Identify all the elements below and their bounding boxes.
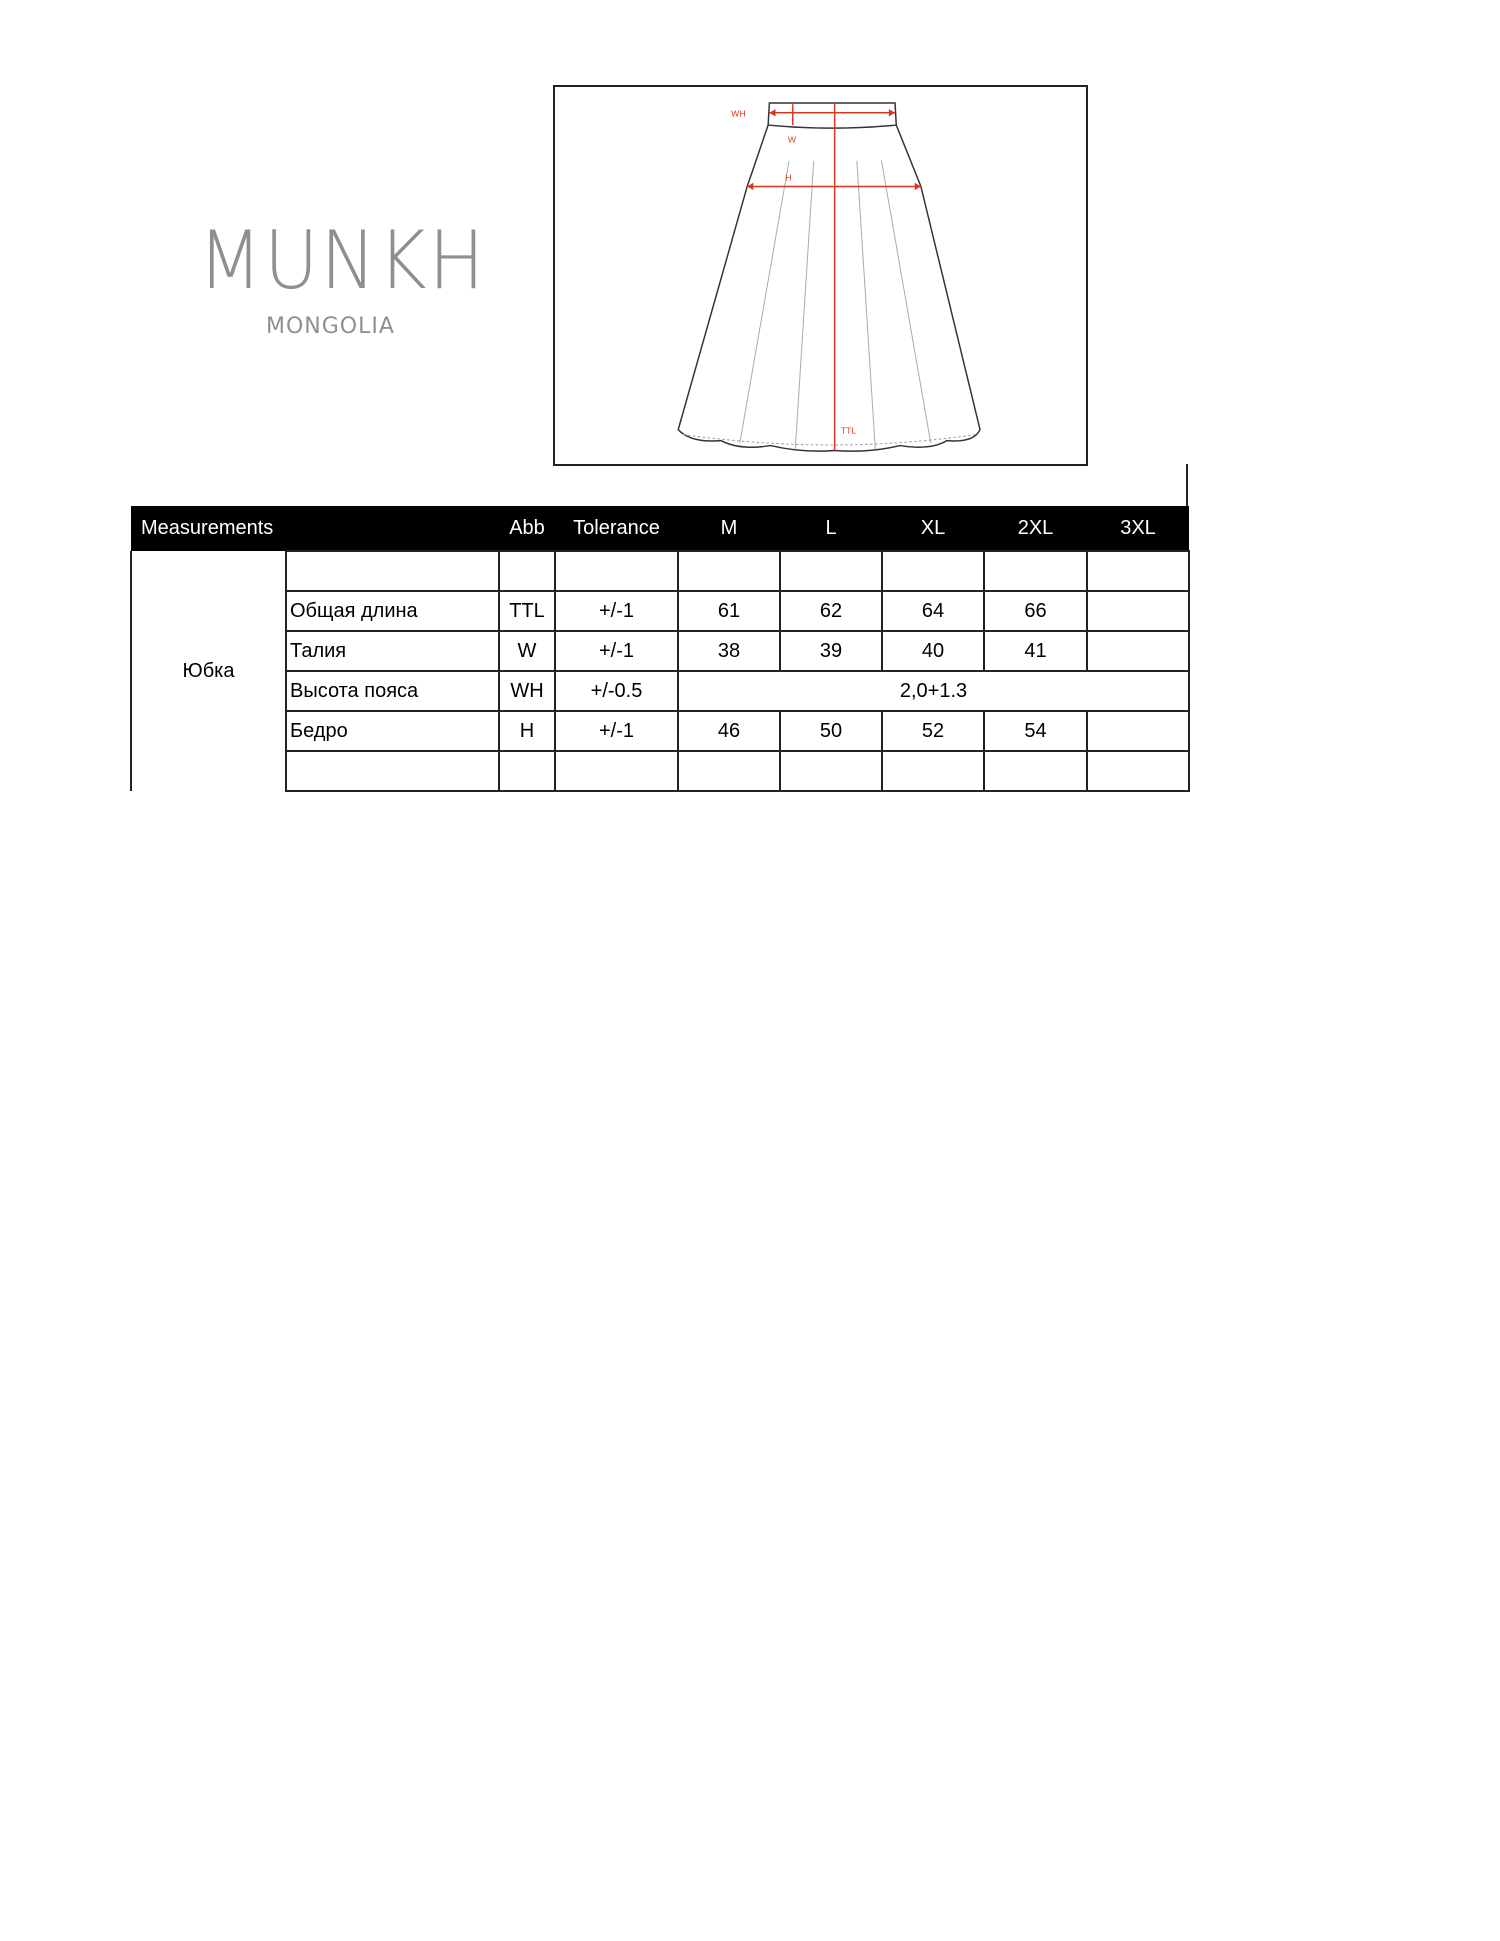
measurements-table: Measurements Abb Tolerance M L XL 2XL 3X…	[130, 506, 1190, 792]
header-m: M	[678, 506, 780, 551]
label-wh: WH	[731, 108, 745, 118]
header-abb: Abb	[499, 506, 555, 551]
header-l: L	[780, 506, 882, 551]
skirt-sketch: WH W H TTL	[553, 85, 1088, 466]
header-row: Measurements Abb Tolerance M L XL 2XL 3X…	[131, 506, 1189, 551]
pleat-lines	[739, 160, 932, 450]
merged-value: 2,0+1.3	[677, 670, 1190, 712]
skirt-illustration: WH W H TTL	[677, 102, 981, 452]
label-ttl: TTL	[841, 425, 857, 435]
hem-stitch	[683, 434, 977, 446]
header-xl: XL	[882, 506, 984, 551]
divider-line	[1186, 464, 1188, 508]
label-w: W	[788, 134, 797, 144]
header-tolerance: Tolerance	[555, 506, 678, 551]
table-row: Высота пояса WH +/-0.5 2,0+1.3	[131, 670, 1190, 712]
brand-logo: MUNKH	[198, 214, 487, 307]
table-row: Юбка	[130, 550, 1190, 791]
waistband	[767, 102, 898, 129]
table-row: Общая длина TTL +/-1 61 62 64 66	[131, 590, 1190, 632]
header-2xl: 2XL	[984, 506, 1087, 551]
header-3xl: 3XL	[1087, 506, 1189, 551]
header-measurements: Measurements	[131, 506, 499, 551]
table-row: Бедро H +/-1 46 50 52 54	[131, 710, 1190, 752]
label-h: H	[785, 172, 791, 182]
table-row	[131, 750, 1190, 792]
skirt-outline	[677, 124, 981, 452]
group-label: Юбка	[130, 551, 286, 791]
brand-subtitle: MONGOLIA	[266, 314, 395, 339]
table-row: Талия W +/-1 38 39 40 41	[131, 630, 1190, 672]
